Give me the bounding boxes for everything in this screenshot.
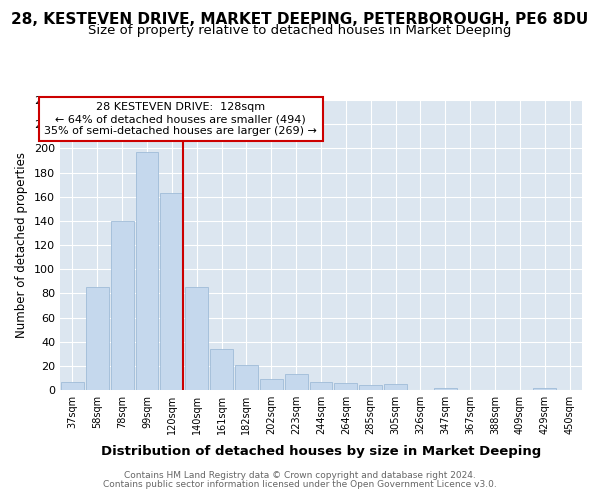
Text: Contains HM Land Registry data © Crown copyright and database right 2024.: Contains HM Land Registry data © Crown c… [124, 471, 476, 480]
Bar [111, 221, 134, 390]
Bar [185, 288, 208, 390]
Text: Size of property relative to detached houses in Market Deeping: Size of property relative to detached ho… [88, 24, 512, 37]
Y-axis label: Number of detached properties: Number of detached properties [16, 152, 28, 338]
Bar [384, 384, 407, 390]
Text: 28, KESTEVEN DRIVE, MARKET DEEPING, PETERBOROUGH, PE6 8DU: 28, KESTEVEN DRIVE, MARKET DEEPING, PETE… [11, 12, 589, 28]
Bar [61, 382, 84, 390]
Bar [136, 152, 158, 390]
Bar [310, 382, 332, 390]
Bar [285, 374, 308, 390]
Bar [334, 383, 357, 390]
X-axis label: Distribution of detached houses by size in Market Deeping: Distribution of detached houses by size … [101, 446, 541, 458]
Bar [160, 193, 183, 390]
Text: Contains public sector information licensed under the Open Government Licence v3: Contains public sector information licen… [103, 480, 497, 489]
Bar [359, 385, 382, 390]
Text: 28 KESTEVEN DRIVE:  128sqm
← 64% of detached houses are smaller (494)
35% of sem: 28 KESTEVEN DRIVE: 128sqm ← 64% of detac… [44, 102, 317, 136]
Bar [86, 288, 109, 390]
Bar [533, 388, 556, 390]
Bar [434, 388, 457, 390]
Bar [210, 349, 233, 390]
Bar [260, 379, 283, 390]
Bar [235, 364, 258, 390]
